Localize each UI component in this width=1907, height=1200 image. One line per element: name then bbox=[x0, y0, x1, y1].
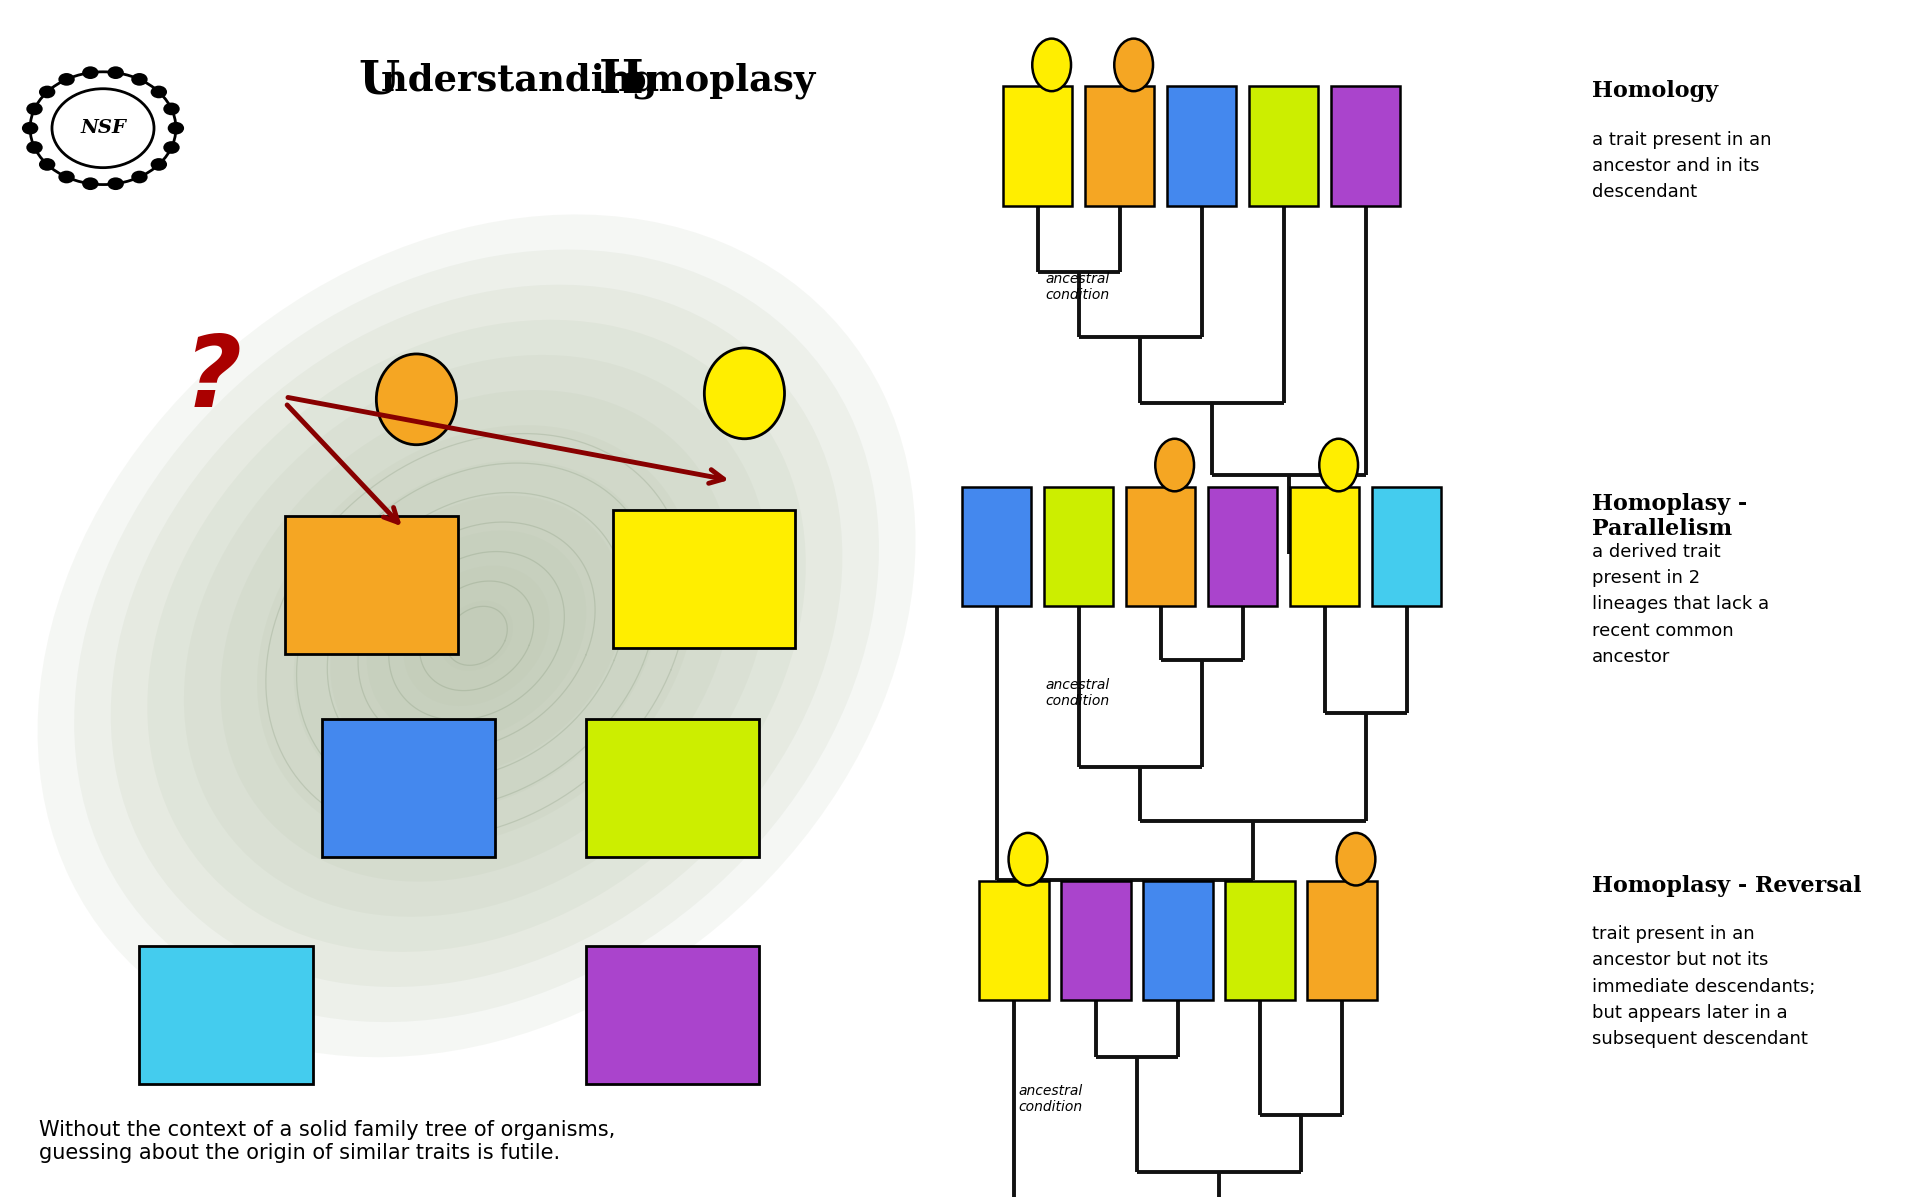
Ellipse shape bbox=[82, 66, 99, 79]
Ellipse shape bbox=[38, 158, 55, 170]
Bar bbox=[1207, 486, 1278, 606]
Ellipse shape bbox=[21, 122, 38, 134]
Ellipse shape bbox=[59, 73, 74, 85]
Ellipse shape bbox=[27, 102, 42, 115]
Ellipse shape bbox=[164, 142, 179, 154]
Bar bbox=[961, 486, 1032, 606]
Text: Homology: Homology bbox=[1590, 80, 1716, 102]
Text: Homoplasy - Reversal: Homoplasy - Reversal bbox=[1590, 875, 1859, 896]
Bar bbox=[1167, 86, 1236, 206]
Text: ?: ? bbox=[183, 330, 240, 427]
Text: ancestral
condition: ancestral condition bbox=[1045, 271, 1110, 301]
Text: ancestral
condition: ancestral condition bbox=[1018, 1084, 1081, 1114]
Bar bbox=[1142, 881, 1213, 1000]
Text: Without the context of a solid family tree of organisms,
guessing about the orig: Without the context of a solid family tr… bbox=[40, 1120, 616, 1163]
Text: ancestral
condition: ancestral condition bbox=[1045, 678, 1110, 708]
Ellipse shape bbox=[257, 425, 696, 846]
Ellipse shape bbox=[107, 178, 124, 190]
Bar bbox=[1224, 881, 1295, 1000]
Ellipse shape bbox=[1337, 833, 1375, 886]
Ellipse shape bbox=[27, 142, 42, 154]
Ellipse shape bbox=[111, 284, 841, 986]
Bar bbox=[284, 516, 458, 654]
Bar bbox=[1371, 486, 1440, 606]
Ellipse shape bbox=[183, 355, 769, 917]
Bar bbox=[585, 720, 759, 857]
Ellipse shape bbox=[168, 122, 183, 134]
Bar bbox=[1003, 86, 1072, 206]
Bar bbox=[1060, 881, 1131, 1000]
Ellipse shape bbox=[151, 85, 168, 98]
Ellipse shape bbox=[82, 178, 99, 190]
Ellipse shape bbox=[221, 390, 732, 882]
Ellipse shape bbox=[151, 158, 168, 170]
Bar bbox=[1289, 486, 1358, 606]
Text: a trait present in an
ancestor and in its
descendant: a trait present in an ancestor and in it… bbox=[1590, 131, 1770, 202]
Bar bbox=[1125, 486, 1196, 606]
Text: Homoplasy -
Parallelism: Homoplasy - Parallelism bbox=[1590, 492, 1747, 540]
Text: a derived trait
present in 2
lineages that lack a
recent common
ancestor: a derived trait present in 2 lineages th… bbox=[1590, 542, 1768, 666]
Bar bbox=[978, 881, 1049, 1000]
Text: NSF: NSF bbox=[80, 119, 126, 137]
Text: H: H bbox=[599, 58, 643, 103]
Ellipse shape bbox=[59, 170, 74, 184]
Ellipse shape bbox=[1009, 833, 1047, 886]
Text: nderstanding: nderstanding bbox=[381, 62, 669, 98]
Ellipse shape bbox=[704, 348, 784, 439]
Ellipse shape bbox=[31, 72, 175, 185]
Text: U: U bbox=[359, 58, 399, 103]
Bar bbox=[322, 720, 494, 857]
Bar bbox=[1249, 86, 1318, 206]
Bar bbox=[1331, 86, 1400, 206]
Ellipse shape bbox=[51, 89, 154, 168]
Bar bbox=[139, 947, 313, 1084]
Ellipse shape bbox=[74, 250, 879, 1022]
Ellipse shape bbox=[132, 73, 147, 85]
Ellipse shape bbox=[147, 319, 805, 952]
Ellipse shape bbox=[107, 66, 124, 79]
Ellipse shape bbox=[164, 102, 179, 115]
Ellipse shape bbox=[376, 354, 456, 445]
Bar bbox=[1306, 881, 1377, 1000]
Ellipse shape bbox=[38, 85, 55, 98]
Text: omoplasy: omoplasy bbox=[622, 62, 816, 98]
Bar bbox=[1085, 86, 1154, 206]
Ellipse shape bbox=[1154, 439, 1194, 491]
Ellipse shape bbox=[1114, 38, 1152, 91]
Text: trait present in an
ancestor but not its
immediate descendants;
but appears late: trait present in an ancestor but not its… bbox=[1590, 925, 1814, 1049]
Ellipse shape bbox=[1032, 38, 1070, 91]
Bar bbox=[1043, 486, 1114, 606]
Bar bbox=[612, 510, 795, 648]
Ellipse shape bbox=[38, 215, 915, 1057]
Bar bbox=[585, 947, 759, 1084]
Ellipse shape bbox=[132, 170, 147, 184]
Ellipse shape bbox=[1318, 439, 1358, 491]
